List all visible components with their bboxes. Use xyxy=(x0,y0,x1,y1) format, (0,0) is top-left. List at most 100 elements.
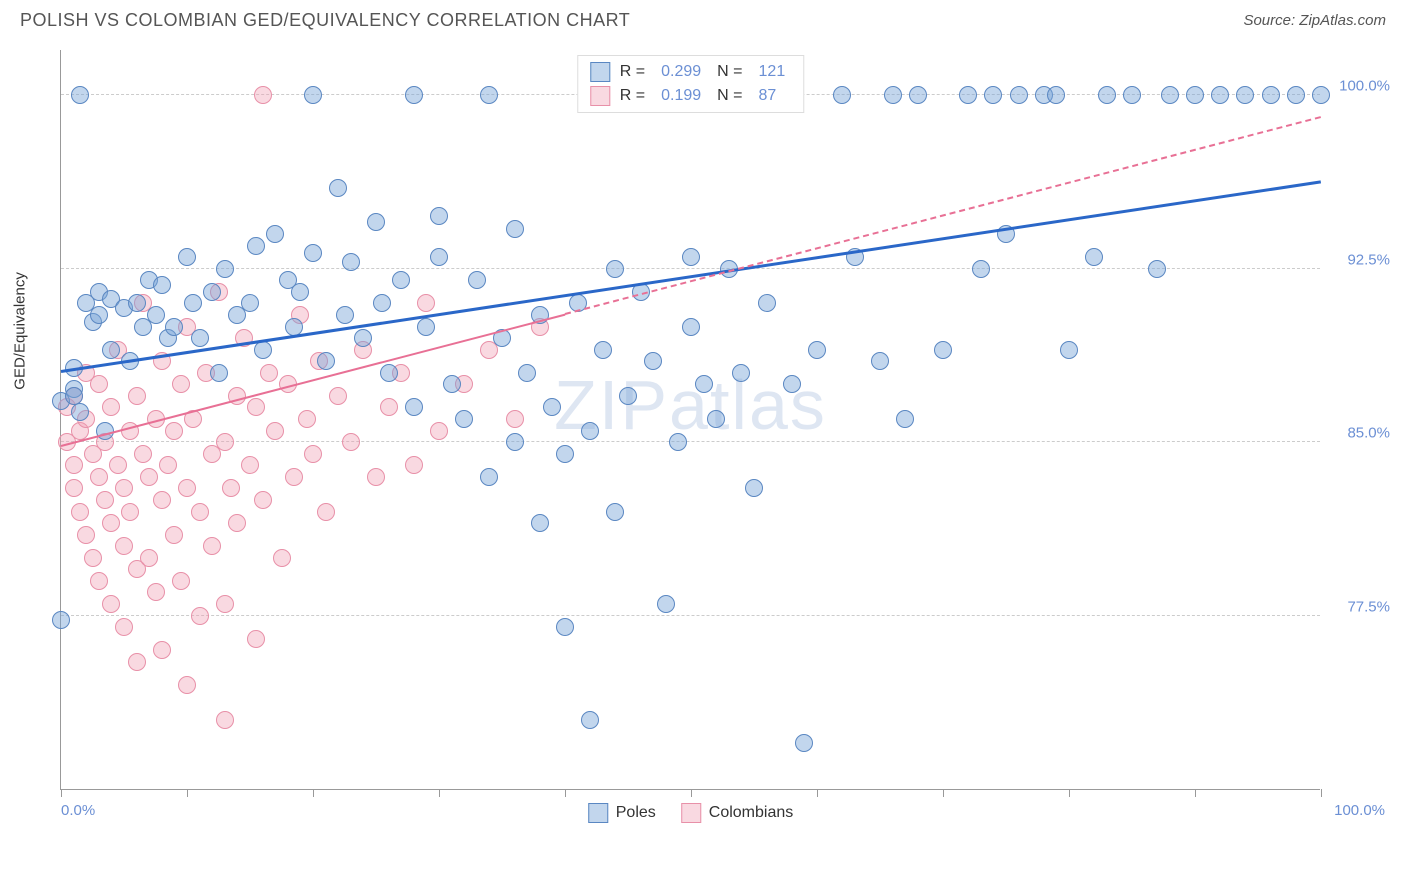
data-point xyxy=(317,352,335,370)
data-point xyxy=(896,410,914,428)
data-point xyxy=(273,549,291,567)
data-point xyxy=(285,468,303,486)
x-tick xyxy=(943,789,944,797)
data-point xyxy=(430,207,448,225)
data-point xyxy=(128,653,146,671)
data-point xyxy=(354,329,372,347)
data-point xyxy=(1047,86,1065,104)
data-point xyxy=(531,514,549,532)
data-point xyxy=(405,456,423,474)
data-point xyxy=(380,364,398,382)
data-point xyxy=(147,306,165,324)
data-point xyxy=(909,86,927,104)
x-tick xyxy=(1069,789,1070,797)
data-point xyxy=(657,595,675,613)
data-point xyxy=(153,641,171,659)
data-point xyxy=(128,387,146,405)
legend-item: Colombians xyxy=(681,803,793,823)
data-point xyxy=(1211,86,1229,104)
trend-line xyxy=(565,116,1322,315)
data-point xyxy=(115,537,133,555)
data-point xyxy=(707,410,725,428)
data-point xyxy=(506,433,524,451)
data-point xyxy=(191,329,209,347)
data-point xyxy=(65,479,83,497)
x-tick xyxy=(565,789,566,797)
data-point xyxy=(90,306,108,324)
data-point xyxy=(329,179,347,197)
y-tick-label: 92.5% xyxy=(1347,251,1390,268)
data-point xyxy=(266,225,284,243)
data-point xyxy=(109,456,127,474)
data-point xyxy=(959,86,977,104)
data-point xyxy=(77,526,95,544)
legend-n-value: 121 xyxy=(759,63,786,81)
data-point xyxy=(102,341,120,359)
data-point xyxy=(254,86,272,104)
legend-swatch xyxy=(590,62,610,82)
data-point xyxy=(71,403,89,421)
chart-title: POLISH VS COLOMBIAN GED/EQUIVALENCY CORR… xyxy=(20,10,630,31)
data-point xyxy=(682,248,700,266)
data-point xyxy=(216,433,234,451)
data-point xyxy=(336,306,354,324)
x-tick xyxy=(817,789,818,797)
legend-n-value: 87 xyxy=(759,87,777,105)
legend-stat-row: R = 0.199 N = 87 xyxy=(590,84,791,108)
legend-r-label: R = xyxy=(620,87,645,105)
data-point xyxy=(216,711,234,729)
legend-n-label: N = xyxy=(717,63,742,81)
data-point xyxy=(140,549,158,567)
data-point xyxy=(884,86,902,104)
data-point xyxy=(178,479,196,497)
data-point xyxy=(1287,86,1305,104)
data-point xyxy=(228,514,246,532)
data-point xyxy=(266,422,284,440)
data-point xyxy=(128,294,146,312)
data-point xyxy=(191,503,209,521)
data-point xyxy=(367,213,385,231)
legend-r-value: 0.199 xyxy=(661,87,701,105)
x-tick xyxy=(439,789,440,797)
series-legend: PolesColombians xyxy=(588,803,794,823)
data-point xyxy=(165,422,183,440)
data-point xyxy=(90,375,108,393)
x-tick xyxy=(313,789,314,797)
data-point xyxy=(184,294,202,312)
data-point xyxy=(241,456,259,474)
data-point xyxy=(153,276,171,294)
data-point xyxy=(758,294,776,312)
data-point xyxy=(443,375,461,393)
data-point xyxy=(102,398,120,416)
y-tick-label: 100.0% xyxy=(1339,78,1390,95)
data-point xyxy=(1010,86,1028,104)
data-point xyxy=(216,595,234,613)
data-point xyxy=(682,318,700,336)
data-point xyxy=(260,364,278,382)
data-point xyxy=(543,398,561,416)
data-point xyxy=(247,630,265,648)
x-tick xyxy=(1321,789,1322,797)
data-point xyxy=(405,86,423,104)
data-point xyxy=(159,456,177,474)
legend-swatch xyxy=(588,803,608,823)
data-point xyxy=(172,375,190,393)
data-point xyxy=(808,341,826,359)
data-point xyxy=(191,607,209,625)
x-tick xyxy=(1195,789,1196,797)
data-point xyxy=(147,583,165,601)
x-tick xyxy=(61,789,62,797)
data-point xyxy=(96,491,114,509)
legend-stat-row: R =0.299N =121 xyxy=(590,60,791,84)
data-point xyxy=(241,294,259,312)
data-point xyxy=(84,549,102,567)
data-point xyxy=(783,375,801,393)
data-point xyxy=(298,410,316,428)
data-point xyxy=(606,260,624,278)
data-point xyxy=(1085,248,1103,266)
data-point xyxy=(480,86,498,104)
data-point xyxy=(795,734,813,752)
data-point xyxy=(455,410,473,428)
data-point xyxy=(984,86,1002,104)
legend-n-label: N = xyxy=(717,87,742,105)
